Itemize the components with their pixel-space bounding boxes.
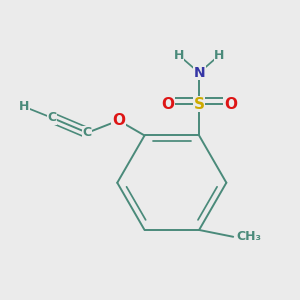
Text: H: H	[20, 100, 30, 113]
Text: O: O	[161, 97, 174, 112]
Text: C: C	[47, 111, 56, 124]
Text: O: O	[224, 97, 237, 112]
Text: CH₃: CH₃	[236, 230, 261, 243]
Text: H: H	[214, 49, 225, 62]
Text: N: N	[193, 66, 205, 80]
Text: C: C	[83, 126, 92, 139]
Text: H: H	[173, 49, 184, 62]
Text: O: O	[112, 113, 125, 128]
Text: S: S	[194, 97, 205, 112]
